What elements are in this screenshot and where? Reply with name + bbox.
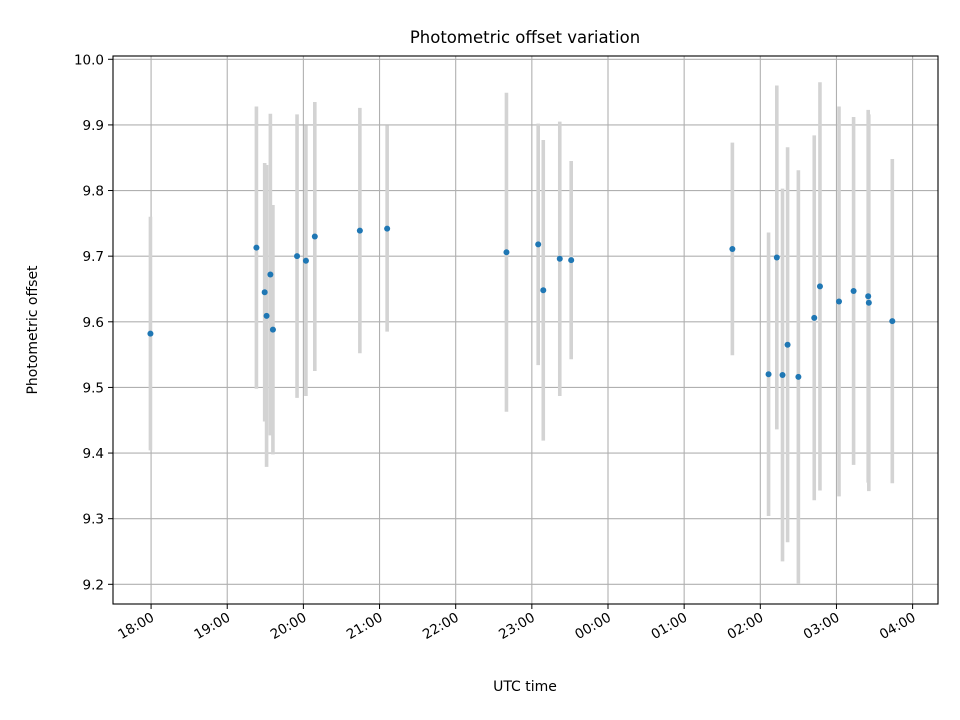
data-point	[765, 371, 772, 378]
data-point	[568, 257, 575, 264]
data-point	[865, 293, 872, 300]
data-point	[836, 298, 842, 305]
data-point	[535, 241, 542, 248]
x-axis-label: UTC time	[493, 679, 557, 695]
data-point	[773, 254, 780, 261]
data-point	[540, 287, 547, 294]
data-points	[147, 225, 896, 380]
plot-frame	[112, 55, 939, 605]
data-point	[147, 330, 154, 337]
data-point	[865, 299, 872, 306]
data-point	[850, 287, 857, 294]
y-tick-label: 9.2	[83, 577, 104, 593]
data-point	[503, 249, 510, 256]
data-point	[311, 233, 318, 240]
data-point	[269, 326, 276, 333]
y-tick-label: 9.8	[83, 184, 104, 200]
y-tick-label: 9.4	[83, 446, 104, 462]
y-tick-label: 9.6	[83, 315, 104, 331]
data-point	[294, 253, 301, 260]
y-tick-label: 9.9	[83, 118, 104, 134]
y-axis: 9.2 9.3 9.4 9.5 9.6 9.7 9.8 9.9 10.0	[74, 52, 113, 593]
y-tick-label: 9.3	[83, 512, 104, 528]
data-point	[556, 255, 563, 262]
data-point	[384, 225, 391, 232]
grid	[113, 56, 938, 604]
y-tick-label: 10.0	[74, 52, 104, 68]
data-point	[253, 244, 260, 251]
chart-title: Photometric offset variation	[410, 28, 640, 47]
data-point	[263, 312, 270, 319]
data-point	[779, 371, 786, 378]
data-point	[302, 257, 309, 264]
data-point	[811, 314, 818, 321]
data-point	[889, 318, 896, 325]
y-tick-label: 9.7	[83, 249, 104, 265]
y-axis-label: Photometric offset	[25, 265, 41, 395]
data-point	[816, 283, 823, 290]
data-point	[795, 373, 802, 380]
data-point	[356, 227, 363, 234]
y-tick-label: 9.5	[83, 380, 104, 396]
data-point	[261, 289, 268, 296]
data-point	[267, 271, 274, 278]
data-point	[784, 341, 791, 348]
data-point	[729, 245, 736, 252]
